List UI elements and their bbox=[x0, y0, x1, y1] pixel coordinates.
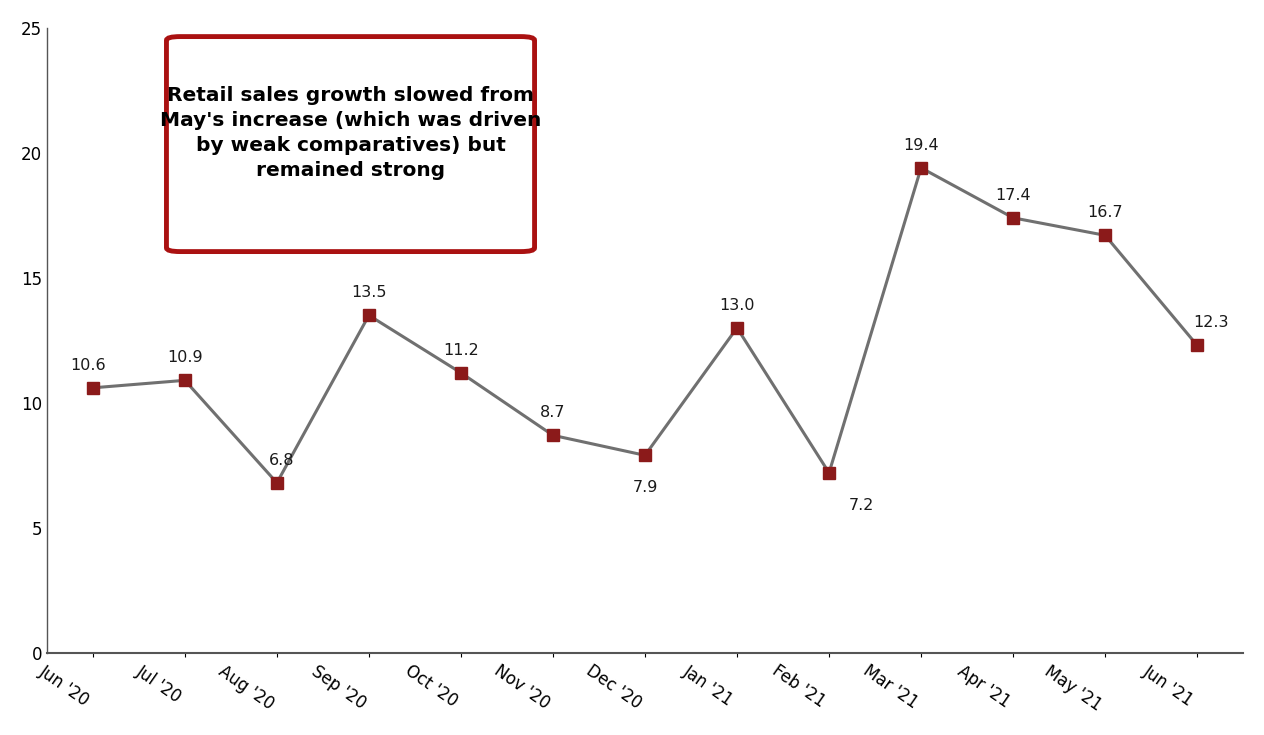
Text: 10.6: 10.6 bbox=[71, 358, 106, 373]
Text: 19.4: 19.4 bbox=[904, 138, 939, 153]
Text: 13.0: 13.0 bbox=[719, 298, 755, 313]
Text: 8.7: 8.7 bbox=[540, 405, 566, 420]
Text: 6.8: 6.8 bbox=[269, 453, 295, 467]
Text: Retail sales growth slowed from
May's increase (which was driven
by weak compara: Retail sales growth slowed from May's in… bbox=[159, 86, 541, 180]
Text: 10.9: 10.9 bbox=[167, 351, 202, 365]
Text: 13.5: 13.5 bbox=[351, 285, 387, 301]
Text: 16.7: 16.7 bbox=[1087, 205, 1122, 220]
Text: 7.2: 7.2 bbox=[848, 498, 873, 513]
Text: 12.3: 12.3 bbox=[1193, 315, 1229, 330]
Text: 17.4: 17.4 bbox=[995, 188, 1031, 203]
Text: 11.2: 11.2 bbox=[444, 343, 479, 358]
FancyBboxPatch shape bbox=[167, 37, 535, 251]
Text: 7.9: 7.9 bbox=[632, 481, 657, 495]
